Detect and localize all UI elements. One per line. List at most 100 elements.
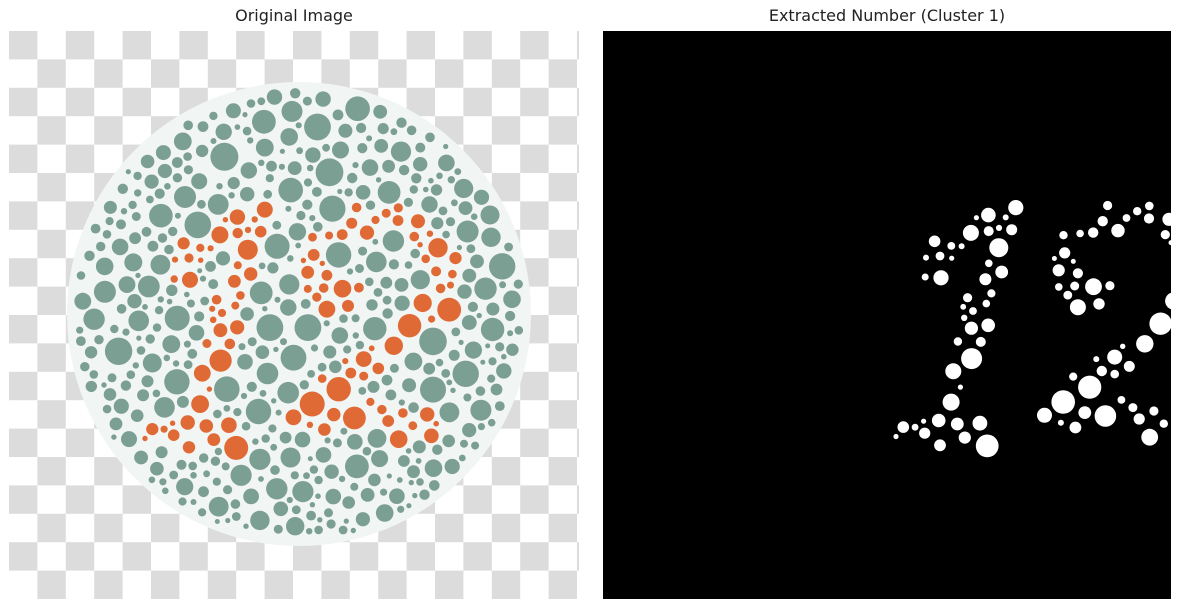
extracted-dot xyxy=(1120,343,1126,349)
background-dot xyxy=(303,472,310,480)
number-dot xyxy=(244,226,252,234)
background-dot xyxy=(356,122,367,134)
number-dot xyxy=(428,315,436,323)
background-dot xyxy=(456,244,462,251)
background-dot xyxy=(166,284,178,296)
background-dot xyxy=(315,158,344,187)
background-dots xyxy=(74,88,524,536)
background-dot xyxy=(317,517,323,523)
number-dot xyxy=(303,284,312,293)
background-dot xyxy=(443,143,449,150)
background-dot xyxy=(280,447,301,468)
background-dot xyxy=(390,128,398,136)
background-dot xyxy=(345,96,370,121)
background-dot xyxy=(439,402,460,423)
background-dot xyxy=(101,382,107,388)
number-dot xyxy=(447,281,454,289)
background-dot xyxy=(372,238,379,245)
background-dot xyxy=(467,301,478,312)
background-dot xyxy=(325,488,342,505)
background-dot xyxy=(389,363,399,373)
background-dot xyxy=(270,465,280,475)
background-dot xyxy=(402,378,417,393)
extracted-dot xyxy=(1063,290,1073,300)
background-dot xyxy=(279,431,292,444)
background-dot xyxy=(124,253,143,272)
original-image xyxy=(9,31,579,599)
background-dot xyxy=(132,362,139,369)
background-dot xyxy=(225,103,241,119)
number-dot xyxy=(237,239,258,260)
number-dot xyxy=(170,275,178,283)
number-dot xyxy=(167,429,180,442)
number-dot xyxy=(342,299,354,312)
background-dot xyxy=(183,340,191,348)
background-dot xyxy=(273,346,279,353)
background-dot xyxy=(90,223,101,234)
extracted-dot xyxy=(1069,421,1082,434)
background-dot xyxy=(137,275,160,298)
background-dot xyxy=(371,450,389,468)
background-dot xyxy=(134,189,142,197)
extracted-dot xyxy=(973,215,979,221)
extracted-dot xyxy=(1069,372,1078,381)
background-dot xyxy=(136,335,142,341)
extracted-dot xyxy=(1149,406,1159,416)
number-dot xyxy=(321,269,333,281)
background-dot xyxy=(214,447,223,456)
number-dot xyxy=(213,323,228,338)
background-dot xyxy=(210,138,217,144)
background-dot xyxy=(355,340,365,350)
background-dot xyxy=(398,455,410,467)
number-dot xyxy=(301,265,315,279)
extracted-dot xyxy=(1059,231,1068,240)
extracted-dot xyxy=(1051,256,1057,261)
background-dot xyxy=(155,145,171,161)
extracted-dot xyxy=(1122,214,1131,222)
background-dot xyxy=(93,280,116,303)
extracted-dot xyxy=(950,417,964,431)
background-dot xyxy=(366,135,373,142)
number-dot xyxy=(359,371,369,381)
background-dot xyxy=(306,510,316,521)
extracted-dot xyxy=(989,238,1009,258)
extracted-dot xyxy=(928,235,941,248)
number-dot xyxy=(318,423,331,436)
background-dot xyxy=(240,307,254,321)
extracted-dot xyxy=(995,265,1009,279)
background-dot xyxy=(488,357,497,366)
extracted-dot xyxy=(1051,390,1075,414)
background-dot xyxy=(404,352,423,371)
number-dot xyxy=(393,203,403,213)
background-dot xyxy=(296,147,303,155)
background-dot xyxy=(444,458,460,475)
background-dot xyxy=(450,387,456,393)
background-dot xyxy=(261,434,270,443)
background-dot xyxy=(410,248,421,259)
number-dot xyxy=(221,417,237,434)
number-dot xyxy=(428,238,448,258)
background-dot xyxy=(142,353,162,373)
background-dot xyxy=(215,123,232,140)
number-dot xyxy=(232,227,243,239)
background-dot xyxy=(380,276,393,289)
extracted-dot xyxy=(1097,216,1108,227)
background-dot xyxy=(126,370,136,380)
background-dot xyxy=(237,354,253,370)
number-dot xyxy=(317,374,327,383)
background-dot xyxy=(389,488,405,505)
number-dots xyxy=(142,201,462,460)
background-dot xyxy=(345,454,369,479)
extracted-dot xyxy=(935,251,945,261)
background-dot xyxy=(477,423,485,431)
extracted-dot xyxy=(981,318,995,333)
extracted-dot xyxy=(1088,227,1099,238)
background-dot xyxy=(470,399,492,421)
extracted-dot xyxy=(1094,405,1117,427)
background-dot xyxy=(355,512,370,527)
background-dot xyxy=(410,270,430,290)
number-dot xyxy=(372,362,385,375)
left-panel-title: Original Image xyxy=(235,6,353,25)
background-dot xyxy=(306,528,313,535)
background-dot xyxy=(195,144,209,158)
